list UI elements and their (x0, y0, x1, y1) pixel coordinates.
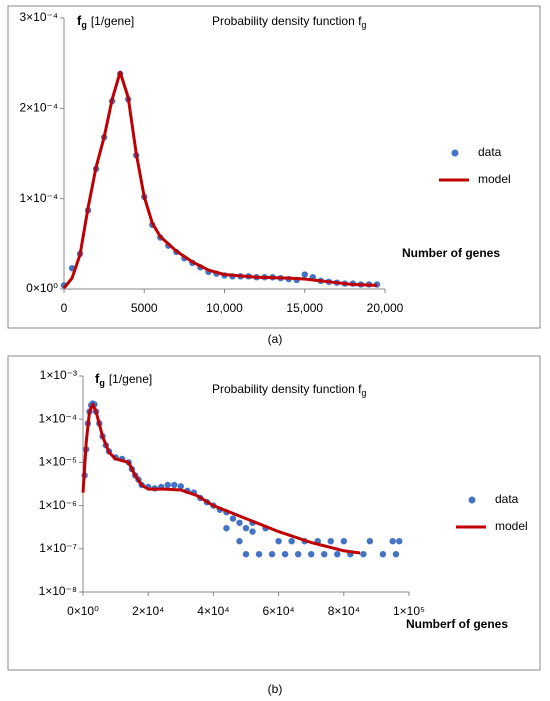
y-tick-label: 1×10⁻⁸ (39, 584, 77, 598)
x-tick-label: 0 (61, 301, 68, 315)
panel-frame (7, 5, 541, 329)
data-point (171, 481, 178, 489)
legend-label: data (478, 145, 502, 159)
y-axis-label: fg [1/gene] (77, 13, 134, 30)
y-tick-label: 1×10⁻⁵ (39, 455, 77, 469)
data-point (236, 519, 243, 526)
data-point (294, 550, 302, 558)
title-subscript: g (361, 388, 366, 398)
x-tick-label: 2×10⁴ (132, 604, 164, 618)
x-tick-label: 4×10⁴ (197, 604, 229, 618)
y-tick-label: 1×10⁻⁷ (39, 541, 77, 555)
y-label-symbol: f (77, 13, 82, 28)
y-label-unit: [1/gene] (91, 14, 134, 28)
legend-label: model (495, 519, 528, 533)
y-tick-label: 1×10⁻⁶ (39, 498, 77, 512)
y-tick-label: 3×10⁻⁴ (19, 10, 58, 24)
data-point (236, 537, 243, 545)
data-point (164, 481, 171, 489)
data-point (321, 550, 328, 558)
panel-frame (7, 355, 541, 671)
y-label-symbol: f (95, 371, 100, 386)
data-point (340, 537, 347, 545)
caption: (b) (268, 682, 283, 696)
y-label-subscript: g (99, 378, 105, 388)
y-tick-label: 2×10⁻⁴ (19, 101, 58, 115)
x-tick-label: 15,000 (286, 301, 323, 315)
title-text: Probability density function f (212, 14, 362, 28)
x-tick-label: 6×10⁴ (263, 604, 295, 618)
data-point (275, 537, 282, 545)
y-axis-label: fg [1/gene] (95, 371, 152, 388)
data-point (396, 537, 403, 545)
x-axis-label: Numberf of genes (406, 617, 508, 631)
y-tick-label: 1×10⁻⁴ (38, 411, 77, 425)
model-line (81, 402, 361, 555)
data-point (379, 550, 387, 558)
legend-swatch (451, 149, 459, 157)
x-tick-label: 20,000 (367, 301, 404, 315)
data-point (177, 483, 184, 490)
x-tick-label: 1×10⁵ (393, 604, 425, 618)
y-tick-label: 0×10⁰ (26, 281, 58, 295)
data-point (242, 524, 250, 532)
data-point (242, 550, 250, 558)
y-tick-label: 1×10⁻⁴ (19, 191, 58, 205)
x-tick-label: 10,000 (206, 301, 243, 315)
chart-title: Probability density function fg (212, 14, 366, 30)
x-tick-label: 8×10⁴ (328, 604, 360, 618)
data-point (301, 271, 308, 278)
x-axis-label: Number of genes (402, 246, 500, 260)
data-point (327, 537, 334, 545)
legend-label: data (495, 492, 519, 506)
y-label-subscript: g (81, 20, 87, 30)
data-point (268, 550, 276, 558)
data-point (281, 550, 289, 558)
legend-label: model (478, 172, 511, 186)
data-point (255, 550, 263, 558)
title-subscript: g (361, 20, 366, 30)
data-point (249, 528, 256, 535)
caption: (a) (268, 332, 283, 346)
data-point (392, 550, 400, 558)
model-line (62, 70, 378, 290)
data-point (229, 515, 237, 522)
chart-title: Probability density function fg (212, 382, 366, 398)
x-tick-label: 0×10⁰ (67, 604, 99, 618)
title-text: Probability density function f (212, 382, 362, 396)
data-point (389, 537, 396, 545)
data-point (366, 537, 374, 545)
y-label-unit: [1/gene] (109, 372, 152, 386)
legend-swatch (468, 496, 476, 504)
x-tick-label: 5000 (131, 301, 158, 315)
data-point (223, 524, 230, 532)
data-point (308, 550, 315, 558)
data-point (334, 550, 341, 558)
data-point (360, 550, 367, 558)
data-point (288, 537, 295, 545)
y-tick-label: 1×10⁻³ (40, 368, 77, 382)
